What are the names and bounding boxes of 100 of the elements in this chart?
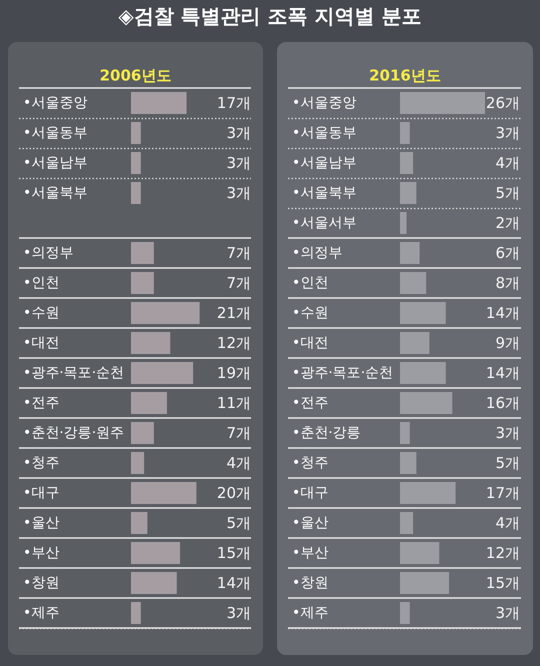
y-tick-label: •전주	[292, 395, 328, 411]
data-label: 12개	[486, 544, 520, 562]
data-label: 15개	[216, 544, 251, 562]
data-label: 8개	[495, 274, 520, 292]
y-tick-label: •서울중앙	[23, 95, 88, 111]
chart-subtitle: 2006년도	[100, 66, 172, 84]
data-label: 14개	[216, 574, 251, 592]
bar	[131, 272, 154, 294]
data-label: 26개	[486, 94, 520, 112]
y-tick-label: •대전	[292, 335, 328, 351]
data-label: 3개	[495, 424, 520, 442]
bar	[400, 512, 414, 534]
data-label: 2개	[495, 214, 520, 232]
bar	[400, 392, 452, 414]
data-label: 15개	[486, 574, 520, 592]
data-label: 3개	[495, 604, 520, 622]
bar	[400, 242, 420, 264]
bar	[131, 542, 180, 564]
bar	[131, 452, 144, 474]
data-label: 14개	[486, 364, 520, 382]
bar	[400, 482, 456, 504]
bar	[400, 122, 410, 144]
data-label: 4개	[226, 454, 251, 472]
bar	[400, 272, 426, 294]
bar	[400, 422, 410, 444]
bar	[131, 332, 170, 354]
y-tick-label: •창원	[23, 575, 60, 591]
y-tick-label: •울산	[292, 515, 328, 531]
chart-subtitle: 2016년도	[369, 66, 441, 84]
data-label: 21개	[216, 304, 251, 322]
y-tick-label: •서울남부	[23, 155, 88, 171]
bar	[131, 182, 141, 204]
y-tick-label: •수원	[292, 305, 328, 321]
y-tick-label: •인천	[292, 275, 328, 291]
bar	[131, 92, 187, 114]
y-tick-label: •서울남부	[292, 155, 356, 171]
data-label: 7개	[226, 424, 251, 442]
data-label: 3개	[226, 124, 251, 142]
data-label: 9개	[495, 334, 520, 352]
y-tick-label: •청주	[23, 455, 60, 471]
data-label: 3개	[226, 154, 251, 172]
bar	[131, 572, 177, 594]
data-label: 17개	[216, 94, 251, 112]
data-label: 4개	[495, 154, 520, 172]
y-tick-label: •서울북부	[23, 185, 88, 201]
data-label: 5개	[495, 184, 520, 202]
bar	[131, 122, 141, 144]
bar	[131, 302, 200, 324]
y-tick-label: •대전	[23, 335, 60, 351]
y-tick-label: •대구	[23, 485, 60, 501]
y-tick-label: •광주·목포·순천	[292, 365, 394, 381]
data-label: 3개	[226, 184, 251, 202]
y-tick-label: •부산	[292, 545, 328, 561]
data-label: 4개	[495, 514, 520, 532]
bar	[400, 332, 430, 354]
bar	[131, 362, 194, 384]
data-label: 6개	[495, 244, 520, 262]
bar	[400, 542, 440, 564]
bar	[131, 512, 148, 534]
bar	[400, 152, 414, 174]
y-tick-label: •서울동부	[292, 125, 356, 141]
y-tick-label: •울산	[23, 515, 60, 531]
y-tick-label: •창원	[292, 575, 328, 591]
bar	[131, 422, 154, 444]
y-tick-label: •서울동부	[23, 125, 88, 141]
y-tick-label: •부산	[23, 545, 60, 561]
y-tick-label: •서울서부	[292, 215, 356, 231]
y-tick-label: •춘천·강릉	[292, 425, 361, 441]
data-label: 19개	[216, 364, 251, 382]
bar	[400, 212, 407, 234]
bar	[400, 182, 416, 204]
data-label: 3개	[495, 124, 520, 142]
data-label: 7개	[226, 274, 251, 292]
y-tick-label: •서울북부	[292, 185, 356, 201]
y-tick-label: •인천	[23, 275, 60, 291]
y-tick-label: •의정부	[23, 245, 74, 261]
bar	[400, 362, 446, 384]
bar	[131, 152, 141, 174]
bar	[131, 482, 196, 504]
bar	[400, 92, 485, 114]
data-label: 7개	[226, 244, 251, 262]
data-label: 17개	[486, 484, 520, 502]
data-label: 20개	[216, 484, 251, 502]
y-tick-label: •서울중앙	[292, 95, 356, 111]
data-label: 11개	[216, 394, 251, 412]
y-tick-label: •제주	[292, 605, 328, 621]
y-tick-label: •대구	[292, 485, 328, 501]
data-label: 5개	[226, 514, 251, 532]
y-tick-label: •청주	[292, 455, 328, 471]
bar	[131, 392, 167, 414]
text: ◈검찰 특별관리 조폭 지역별 분포	[117, 3, 423, 29]
bar	[131, 602, 141, 624]
y-tick-label: •광주·목포·순천	[23, 365, 124, 381]
bar	[400, 452, 416, 474]
bar	[400, 602, 410, 624]
data-label: 16개	[486, 394, 520, 412]
y-tick-label: •제주	[23, 605, 60, 621]
data-label: 14개	[486, 304, 520, 322]
bar	[400, 302, 446, 324]
y-tick-label: •춘천·강릉·원주	[23, 425, 124, 441]
